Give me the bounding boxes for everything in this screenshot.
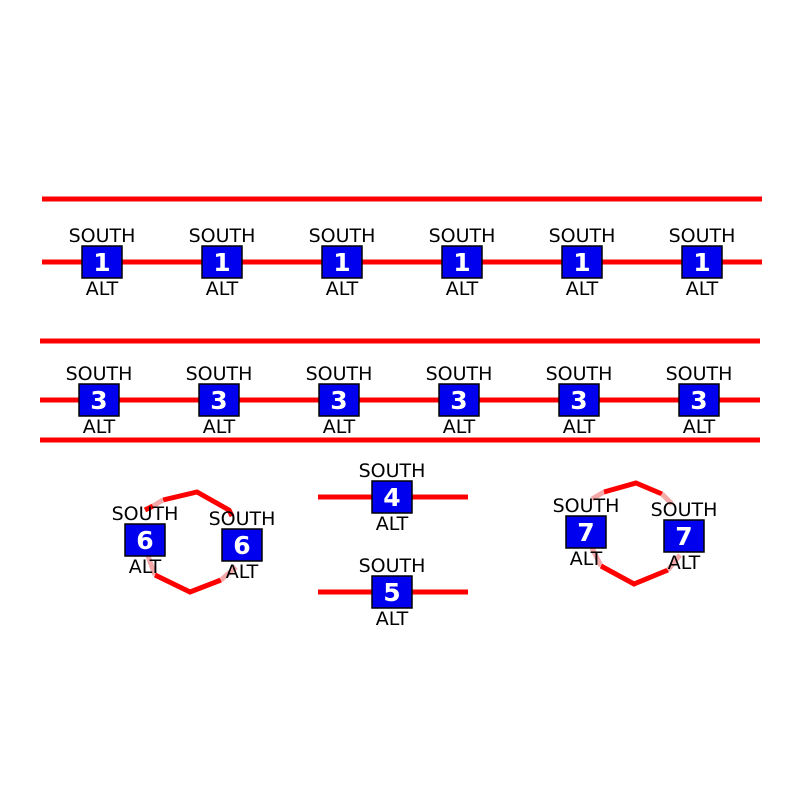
direction-label: SOUTH [429, 225, 496, 247]
route-number: 7 [675, 522, 692, 551]
route-number: 3 [90, 386, 107, 415]
direction-label: SOUTH [426, 363, 493, 385]
direction-label: SOUTH [666, 363, 733, 385]
route-shield [81, 245, 123, 279]
route-number: 3 [690, 386, 707, 415]
route-shield [318, 383, 360, 417]
alt-label: ALT [206, 278, 239, 300]
alt-label: ALT [683, 416, 716, 438]
alt-label: ALT [570, 548, 603, 570]
alt-label: ALT [376, 513, 409, 535]
route-shield [221, 528, 263, 562]
direction-label: SOUTH [112, 503, 179, 525]
route-number: 4 [383, 483, 400, 512]
route-number: 3 [210, 386, 227, 415]
alt-label: ALT [376, 608, 409, 630]
alt-label: ALT [129, 556, 162, 578]
alt-label: ALT [203, 416, 236, 438]
direction-label: SOUTH [359, 555, 426, 577]
alt-label: ALT [566, 278, 599, 300]
alt-label: ALT [563, 416, 596, 438]
route-shield [561, 245, 603, 279]
direction-label: SOUTH [549, 225, 616, 247]
route-number: 1 [573, 248, 590, 277]
route-shield [565, 515, 607, 549]
route-shield [124, 523, 166, 557]
alt-label: ALT [443, 416, 476, 438]
route-shield [441, 245, 483, 279]
direction-label: SOUTH [359, 460, 426, 482]
direction-label: SOUTH [69, 225, 136, 247]
route-number: 6 [136, 526, 153, 555]
direction-label: SOUTH [189, 225, 256, 247]
alt-label: ALT [668, 552, 701, 574]
route-number: 3 [570, 386, 587, 415]
route-shield [78, 383, 120, 417]
route-number: 6 [233, 531, 250, 560]
marker-row-1: SOUTH1ALTSOUTH1ALTSOUTH1ALTSOUTH1ALTSOUT… [69, 225, 736, 300]
alt-label: ALT [686, 278, 719, 300]
route-shield [438, 383, 480, 417]
route-shield [678, 383, 720, 417]
direction-label: SOUTH [546, 363, 613, 385]
direction-label: SOUTH [306, 363, 373, 385]
direction-label: SOUTH [309, 225, 376, 247]
marker-row-2: SOUTH3ALTSOUTH3ALTSOUTH3ALTSOUTH3ALTSOUT… [66, 363, 733, 438]
direction-label: SOUTH [66, 363, 133, 385]
route-number: 7 [577, 518, 594, 547]
route-shield [321, 245, 363, 279]
route-number: 5 [383, 578, 400, 607]
direction-label: SOUTH [209, 508, 276, 530]
direction-label: SOUTH [669, 225, 736, 247]
route-shield [558, 383, 600, 417]
route-shield [198, 383, 240, 417]
alt-label: ALT [446, 278, 479, 300]
route-shield [371, 480, 413, 514]
alt-label: ALT [86, 278, 119, 300]
route-number: 1 [333, 248, 350, 277]
route-number: 1 [453, 248, 470, 277]
alt-label: ALT [326, 278, 359, 300]
alt-label: ALT [323, 416, 356, 438]
route-number: 1 [693, 248, 710, 277]
route-number: 3 [450, 386, 467, 415]
hex-loop-left [143, 489, 238, 595]
route-shield [201, 245, 243, 279]
direction-label: SOUTH [186, 363, 253, 385]
alt-label: ALT [226, 561, 259, 583]
route-shield [663, 519, 705, 553]
direction-label: SOUTH [553, 495, 620, 517]
hex-loop-right [589, 480, 682, 587]
direction-label: SOUTH [651, 499, 718, 521]
route-shield [371, 575, 413, 609]
route-number: 1 [93, 248, 110, 277]
alt-label: ALT [83, 416, 116, 438]
route-number: 3 [330, 386, 347, 415]
route-number: 1 [213, 248, 230, 277]
route-shield [681, 245, 723, 279]
